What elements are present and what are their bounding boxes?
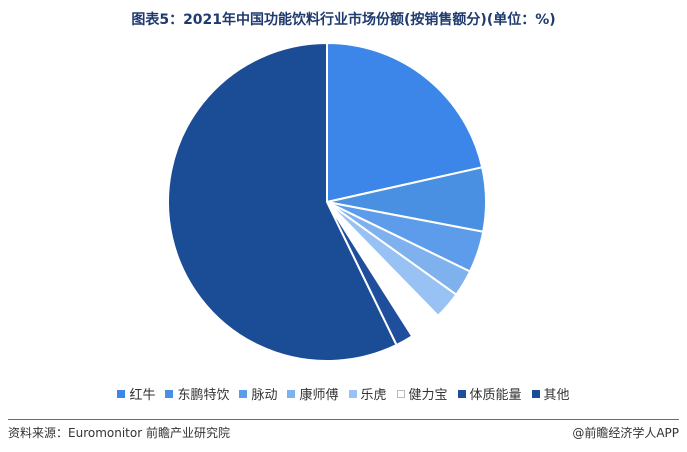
- legend-label-0: 红牛: [129, 388, 156, 403]
- legend-swatch-3: [287, 389, 296, 398]
- legend-item-5: 健力宝: [396, 384, 448, 403]
- legend-item-1: 东鹏特饮: [165, 384, 229, 403]
- legend-swatch-5: [396, 389, 405, 398]
- legend-swatch-7: [531, 389, 540, 398]
- source-text: 资料来源：Euromonitor 前瞻产业研究院: [8, 426, 230, 440]
- legend-label-6: 体质能量: [469, 388, 522, 403]
- footer-divider: [8, 419, 679, 420]
- legend-item-7: 其他: [531, 384, 570, 403]
- legend-label-4: 乐虎: [360, 388, 387, 403]
- pie-chart-area: [0, 34, 687, 374]
- legend-swatch-6: [457, 389, 466, 398]
- legend-label-2: 脉动: [251, 388, 278, 403]
- pie-slice-7: [167, 41, 398, 362]
- legend-item-6: 体质能量: [457, 384, 522, 403]
- legend-swatch-0: [117, 389, 126, 398]
- pie-chart: [167, 41, 487, 362]
- chart-legend: 红牛 东鹏特饮 脉动 康师傅 乐虎 健力宝 体质能量 其他: [0, 384, 687, 403]
- footer: 资料来源：Euromonitor 前瞻产业研究院 @前瞻经济学人APP: [8, 424, 679, 441]
- pie-slice-0: [326, 41, 484, 204]
- legend-swatch-4: [348, 389, 357, 398]
- legend-item-0: 红牛: [117, 384, 155, 403]
- legend-label-3: 康师傅: [299, 388, 339, 403]
- credit-text: @前瞻经济学人APP: [572, 426, 679, 440]
- legend-swatch-1: [165, 389, 174, 398]
- chart-title: 图表5：2021年中国功能饮料行业市场份额(按销售额分)(单位：%): [131, 12, 556, 28]
- legend-label-7: 其他: [543, 388, 570, 403]
- legend-item-2: 脉动: [239, 384, 277, 403]
- legend-swatch-2: [239, 389, 248, 398]
- legend-label-5: 健力宝: [408, 388, 448, 403]
- legend-label-1: 东鹏特饮: [177, 388, 230, 403]
- legend-item-3: 康师傅: [287, 384, 339, 403]
- legend-item-4: 乐虎: [348, 384, 387, 403]
